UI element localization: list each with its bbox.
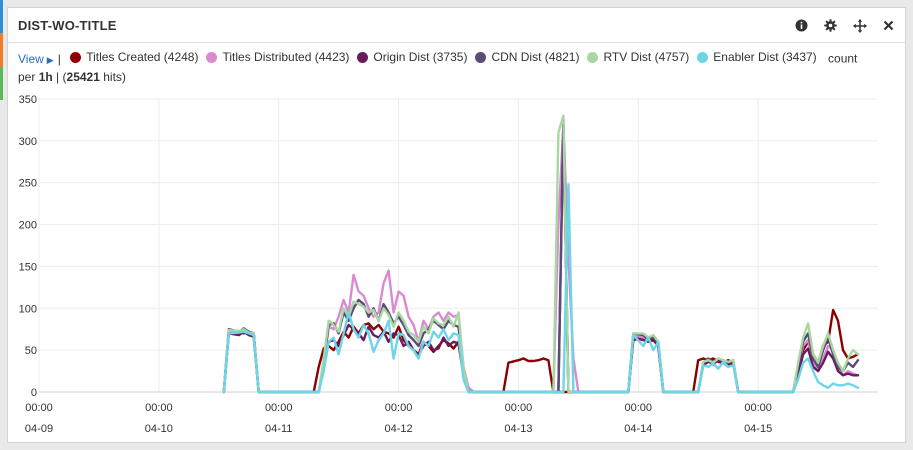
legend-swatch <box>697 51 709 63</box>
y-tick-label: 100 <box>19 303 37 315</box>
y-tick-label: 150 <box>19 261 37 273</box>
accent-strip-orange <box>0 33 3 67</box>
legend-label: Titles Distributed (4423) <box>222 50 350 64</box>
series-line <box>222 183 860 394</box>
panel-tools <box>793 17 897 34</box>
y-tick-label: 50 <box>25 345 37 357</box>
y-tick-label: 350 <box>19 94 37 106</box>
accent-strip <box>0 0 3 100</box>
x-tick-time: 00:00 <box>265 402 293 414</box>
x-tick-date: 04-14 <box>624 423 652 435</box>
hits-total: 25421 <box>66 70 100 84</box>
legend-item[interactable]: Enabler Dist (3437) <box>697 50 817 64</box>
series-line <box>222 308 860 394</box>
x-tick-time: 00:00 <box>625 402 653 414</box>
x-tick-date: 04-10 <box>145 423 173 435</box>
y-tick-label: 300 <box>19 136 37 148</box>
series-line <box>222 122 860 394</box>
info-icon[interactable] <box>793 17 810 34</box>
legend-swatch <box>587 51 599 63</box>
unit-label: count <box>828 51 858 66</box>
gear-icon[interactable] <box>822 17 839 34</box>
series-line <box>222 114 860 394</box>
move-icon[interactable] <box>851 17 868 34</box>
panel-header: DIST-WO-TITLE <box>8 8 905 43</box>
close-icon[interactable] <box>880 17 897 34</box>
legend-swatch <box>70 51 82 63</box>
per-label: per <box>18 70 36 84</box>
x-tick-date: 04-13 <box>504 423 532 435</box>
x-tick-time: 00:00 <box>145 402 173 414</box>
y-tick-label: 250 <box>19 178 37 190</box>
legend-label: Titles Created (4248) <box>86 50 199 64</box>
x-tick-time: 00:00 <box>505 402 533 414</box>
legend-label: Enabler Dist (3437) <box>713 50 817 64</box>
x-tick-time: 00:00 <box>385 402 413 414</box>
legend-item[interactable]: Titles Distributed (4423) <box>206 50 349 64</box>
legend-item[interactable]: RTV Dist (4757) <box>587 50 689 64</box>
legend-items: Titles Created (4248) Titles Distributed … <box>70 50 824 66</box>
caret-right-icon: ▶ <box>46 54 54 65</box>
hits-row: per 1h | (25421 hits) <box>18 70 126 84</box>
legend-label: CDN Dist (4821) <box>491 50 580 64</box>
legend-row: View ▶ | Titles Created (4248) Titles Distr… <box>18 50 857 66</box>
x-tick-time: 00:00 <box>744 402 772 414</box>
legend-label: RTV Dist (4757) <box>603 50 690 64</box>
view-menu-button[interactable]: View ▶ <box>18 52 54 66</box>
x-tick-date: 04-11 <box>265 423 292 435</box>
panel-title: DIST-WO-TITLE <box>18 18 117 33</box>
legend-swatch <box>206 51 218 63</box>
series-line <box>222 118 860 394</box>
y-tick-label: 0 <box>31 387 37 399</box>
legend-item[interactable]: Origin Dist (3735) <box>357 50 467 64</box>
y-tick-label: 200 <box>19 220 37 232</box>
legend-item[interactable]: CDN Dist (4821) <box>475 50 579 64</box>
x-tick-date: 04-12 <box>385 423 413 435</box>
interval-value: 1h <box>38 70 53 84</box>
line-chart: 0 50 100 150 200 250 300 350 00:00 04-09 00:00 04-1… <box>19 94 878 435</box>
x-tick-time: 00:00 <box>25 402 53 414</box>
legend-item[interactable]: Titles Created (4248) <box>70 50 198 64</box>
x-tick-date: 04-15 <box>744 423 772 435</box>
accent-strip-green <box>0 66 3 100</box>
x-tick-date: 04-09 <box>25 423 53 435</box>
hits-suffix: hits <box>103 70 122 84</box>
legend-separator: | <box>57 51 61 66</box>
legend-label: Origin Dist (3735) <box>373 50 468 64</box>
accent-strip-blue <box>0 0 3 34</box>
legend-swatch <box>475 51 487 63</box>
hits-separator: | <box>56 70 60 84</box>
legend-swatch <box>357 51 369 63</box>
chart-panel: DIST-WO-TITLE View ▶ | Titles Created (424… <box>7 7 906 443</box>
view-label: View <box>18 51 44 66</box>
series-line <box>222 122 860 394</box>
